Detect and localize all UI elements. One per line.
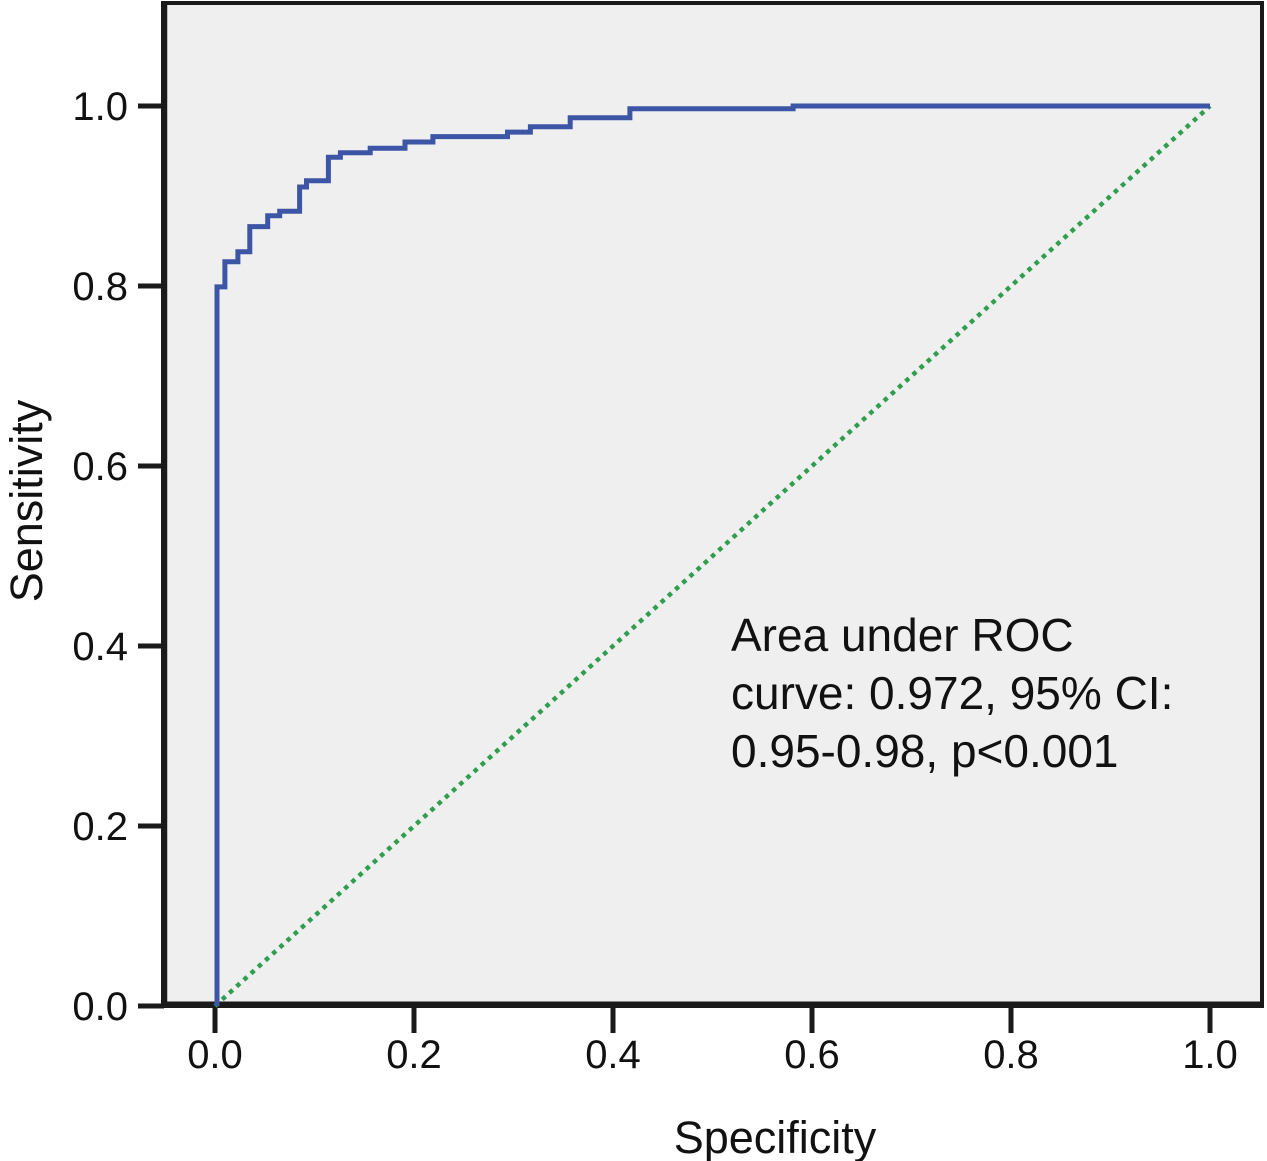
x-axis-label: Specificity — [673, 1112, 877, 1161]
auc-annotation-line-2: curve: 0.972, 95% CI: — [731, 667, 1174, 719]
x-tick-label: 0.2 — [386, 1033, 442, 1077]
auc-annotation-line-1: Area under ROC — [731, 609, 1074, 661]
x-tick-label: 1.0 — [1182, 1033, 1238, 1077]
reference-line — [213, 104, 1212, 1008]
y-tick-label: 0.8 — [72, 265, 128, 309]
y-tick-label: 0.2 — [72, 805, 128, 849]
y-tick-label: 0.0 — [72, 985, 128, 1029]
auc-annotation-line-3: 0.95-0.98, p<0.001 — [731, 725, 1119, 777]
x-tick-label: 0.4 — [585, 1033, 641, 1077]
x-tick-label: 0.6 — [784, 1033, 840, 1077]
x-tick-label: 0.0 — [187, 1033, 243, 1077]
y-axis-label: Sensitivity — [1, 399, 52, 603]
y-tick-label: 1.0 — [72, 85, 128, 129]
y-tick-label: 0.6 — [72, 445, 128, 489]
x-tick-label: 0.8 — [983, 1033, 1039, 1077]
plot-frame — [161, 1, 1264, 1008]
roc-curve-line — [214, 103, 1210, 1006]
auc-annotation: Area under ROC curve: 0.972, 95% CI: 0.9… — [731, 606, 1173, 780]
y-tick-label: 0.4 — [72, 625, 128, 669]
